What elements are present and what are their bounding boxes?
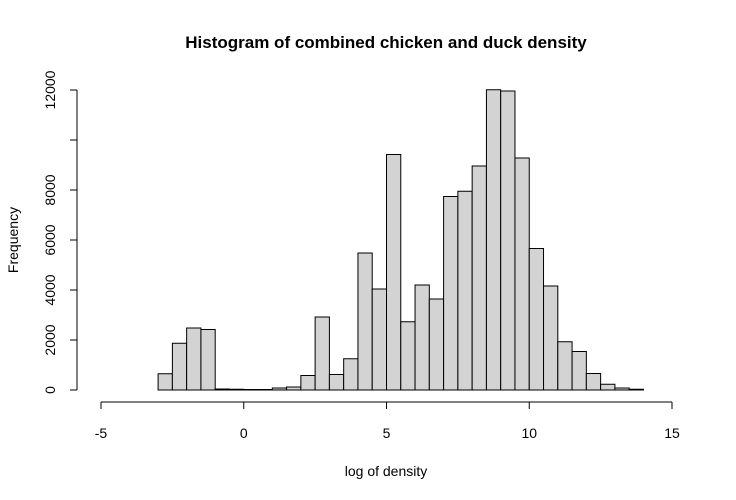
x-tick-label-0: -5 <box>95 425 108 441</box>
histogram-bar-9 <box>286 386 302 391</box>
x-axis-label: log of density <box>345 463 428 479</box>
y-tick-label-4: 8000 <box>42 174 58 205</box>
histogram-bar-3 <box>200 329 216 391</box>
histogram-bar-17 <box>400 321 416 391</box>
y-tick-label-2: 4000 <box>42 274 58 305</box>
histogram-bar-11 <box>314 316 330 391</box>
histogram-bar-12 <box>328 374 345 391</box>
histogram-bar-0 <box>157 373 173 391</box>
histogram-bar-31 <box>600 383 616 391</box>
y-tick-label-6: 12000 <box>42 70 58 109</box>
histogram-bar-18 <box>414 284 430 391</box>
histogram-bar-25 <box>514 157 530 391</box>
y-tick-label-1: 2000 <box>42 324 58 355</box>
histogram-bars <box>157 89 644 391</box>
histogram-bar-2 <box>186 327 202 391</box>
x-tick-label-3: 10 <box>521 425 537 441</box>
histogram-bar-32 <box>614 387 630 391</box>
histogram-bar-22 <box>471 165 487 391</box>
histogram-bar-7 <box>257 389 273 391</box>
histogram-bar-1 <box>171 342 188 391</box>
histogram-bar-6 <box>243 389 259 391</box>
histogram-bar-30 <box>585 373 602 391</box>
y-axis-label: Frequency <box>5 207 21 273</box>
histogram-bar-19 <box>428 298 445 391</box>
histogram-bar-27 <box>543 285 559 391</box>
y-tick-label-0: 0 <box>42 386 58 394</box>
histogram-bar-29 <box>571 351 587 391</box>
histogram-bar-16 <box>386 154 402 391</box>
histogram-bar-10 <box>300 375 316 391</box>
x-axis: -5 0 5 10 15 <box>95 401 680 441</box>
histogram-bar-20 <box>443 196 459 391</box>
histogram-bar-5 <box>228 388 245 391</box>
histogram-bar-28 <box>557 341 573 391</box>
histogram-bar-24 <box>500 90 516 391</box>
x-tick-label-1: 0 <box>240 425 248 441</box>
chart-title: Histogram of combined chicken and duck d… <box>185 33 587 52</box>
histogram-bar-33 <box>628 388 644 391</box>
histogram-bar-23 <box>485 89 502 391</box>
histogram-bar-21 <box>457 190 473 391</box>
histogram-bar-14 <box>357 252 373 391</box>
y-axis: 0 2000 4000 6000 8000 12000 <box>42 70 78 394</box>
histogram-bar-4 <box>214 388 230 391</box>
x-tick-label-2: 5 <box>383 425 391 441</box>
histogram-bar-8 <box>271 387 288 391</box>
y-tick-label-3: 6000 <box>42 224 58 255</box>
x-tick-label-4: 15 <box>664 425 680 441</box>
histogram-bar-26 <box>528 248 545 391</box>
histogram-bar-13 <box>343 358 359 391</box>
histogram-bar-15 <box>371 288 388 391</box>
